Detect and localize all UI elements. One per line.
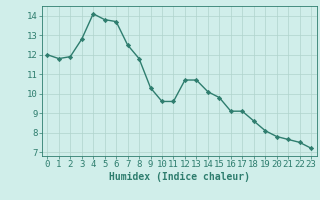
X-axis label: Humidex (Indice chaleur): Humidex (Indice chaleur) <box>109 172 250 182</box>
